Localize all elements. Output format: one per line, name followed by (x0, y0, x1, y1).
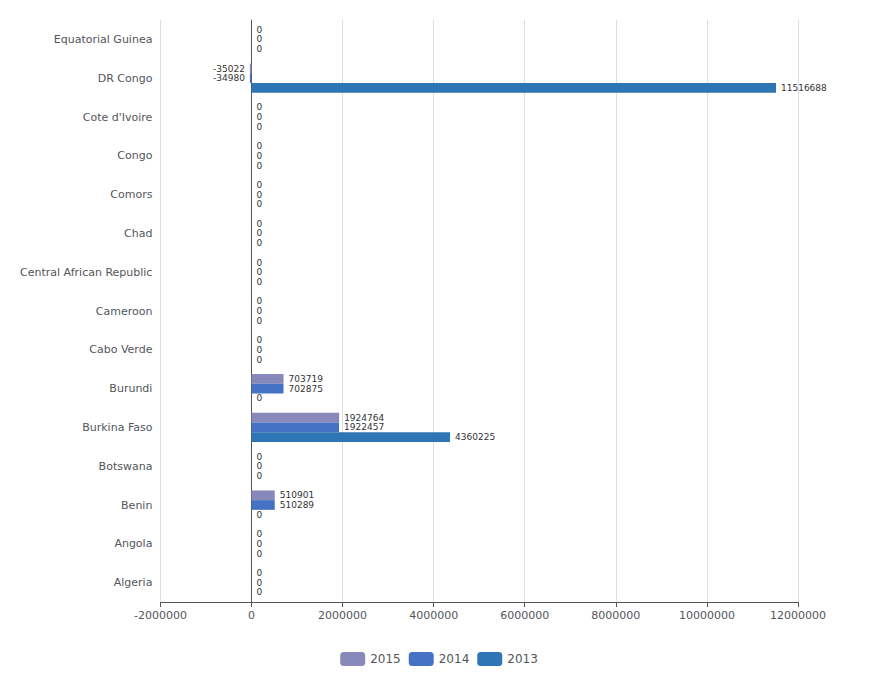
svg-text:-34980: -34980 (213, 73, 245, 83)
svg-text:12000000: 12000000 (770, 609, 826, 622)
svg-text:0: 0 (256, 345, 262, 355)
svg-text:0: 0 (256, 238, 262, 248)
svg-text:0: 0 (256, 102, 262, 112)
svg-text:Algeria: Algeria (114, 576, 153, 589)
svg-text:2000000: 2000000 (318, 609, 367, 622)
svg-text:0: 0 (256, 316, 262, 326)
svg-text:0: 0 (256, 25, 262, 35)
svg-text:0: 0 (256, 549, 262, 559)
svg-text:Equatorial Guinea: Equatorial Guinea (54, 33, 153, 46)
svg-text:8000000: 8000000 (591, 609, 640, 622)
svg-text:11516688: 11516688 (781, 83, 827, 93)
svg-text:2013: 2013 (507, 652, 538, 666)
svg-text:0: 0 (256, 161, 262, 171)
svg-text:0: 0 (256, 539, 262, 549)
svg-text:4000000: 4000000 (409, 609, 458, 622)
svg-text:1922457: 1922457 (344, 422, 384, 432)
svg-text:Burundi: Burundi (109, 382, 152, 395)
svg-text:0: 0 (256, 461, 262, 471)
svg-text:0: 0 (256, 151, 262, 161)
svg-text:0: 0 (256, 44, 262, 54)
svg-text:Angola: Angola (114, 537, 152, 550)
svg-text:Cabo Verde: Cabo Verde (89, 343, 152, 356)
svg-text:Benin: Benin (121, 499, 152, 512)
svg-text:0: 0 (256, 180, 262, 190)
svg-text:Chad: Chad (124, 227, 152, 240)
svg-text:Comors: Comors (110, 188, 152, 201)
svg-text:Central African Republic: Central African Republic (20, 266, 152, 279)
svg-text:0: 0 (256, 277, 262, 287)
svg-text:0: 0 (256, 355, 262, 365)
svg-text:0: 0 (256, 587, 262, 597)
svg-text:Cote d'Ivoire: Cote d'Ivoire (83, 111, 153, 124)
svg-text:0: 0 (256, 228, 262, 238)
svg-text:510289: 510289 (280, 500, 315, 510)
svg-text:0: 0 (256, 296, 262, 306)
svg-text:0: 0 (256, 471, 262, 481)
svg-text:703719: 703719 (289, 374, 324, 384)
svg-text:0: 0 (256, 112, 262, 122)
svg-text:Botswana: Botswana (99, 460, 153, 473)
svg-text:6000000: 6000000 (500, 609, 549, 622)
svg-text:0: 0 (256, 335, 262, 345)
svg-text:0: 0 (256, 141, 262, 151)
svg-text:0: 0 (256, 452, 262, 462)
svg-text:0: 0 (256, 219, 262, 229)
svg-text:DR Congo: DR Congo (98, 72, 153, 85)
svg-text:Cameroon: Cameroon (96, 305, 153, 318)
svg-text:0: 0 (256, 199, 262, 209)
svg-text:10000000: 10000000 (679, 609, 735, 622)
svg-text:1924764: 1924764 (344, 413, 384, 423)
svg-text:0: 0 (248, 609, 255, 622)
svg-text:0: 0 (256, 190, 262, 200)
svg-text:-2000000: -2000000 (134, 609, 187, 622)
svg-text:Congo: Congo (117, 149, 152, 162)
svg-text:2015: 2015 (370, 652, 401, 666)
svg-text:0: 0 (256, 529, 262, 539)
svg-text:0: 0 (256, 568, 262, 578)
svg-text:0: 0 (256, 122, 262, 132)
svg-text:-35022: -35022 (213, 64, 245, 74)
svg-text:0: 0 (256, 267, 262, 277)
svg-text:702875: 702875 (288, 384, 322, 394)
svg-text:0: 0 (256, 578, 262, 588)
svg-text:0: 0 (256, 258, 262, 268)
svg-text:0: 0 (256, 306, 262, 316)
svg-text:0: 0 (256, 510, 262, 520)
svg-text:0: 0 (256, 34, 262, 44)
svg-text:Burkina Faso: Burkina Faso (82, 421, 152, 434)
svg-text:4360225: 4360225 (455, 432, 495, 442)
svg-text:510901: 510901 (280, 490, 314, 500)
svg-text:2014: 2014 (439, 652, 470, 666)
svg-text:0: 0 (256, 393, 262, 403)
